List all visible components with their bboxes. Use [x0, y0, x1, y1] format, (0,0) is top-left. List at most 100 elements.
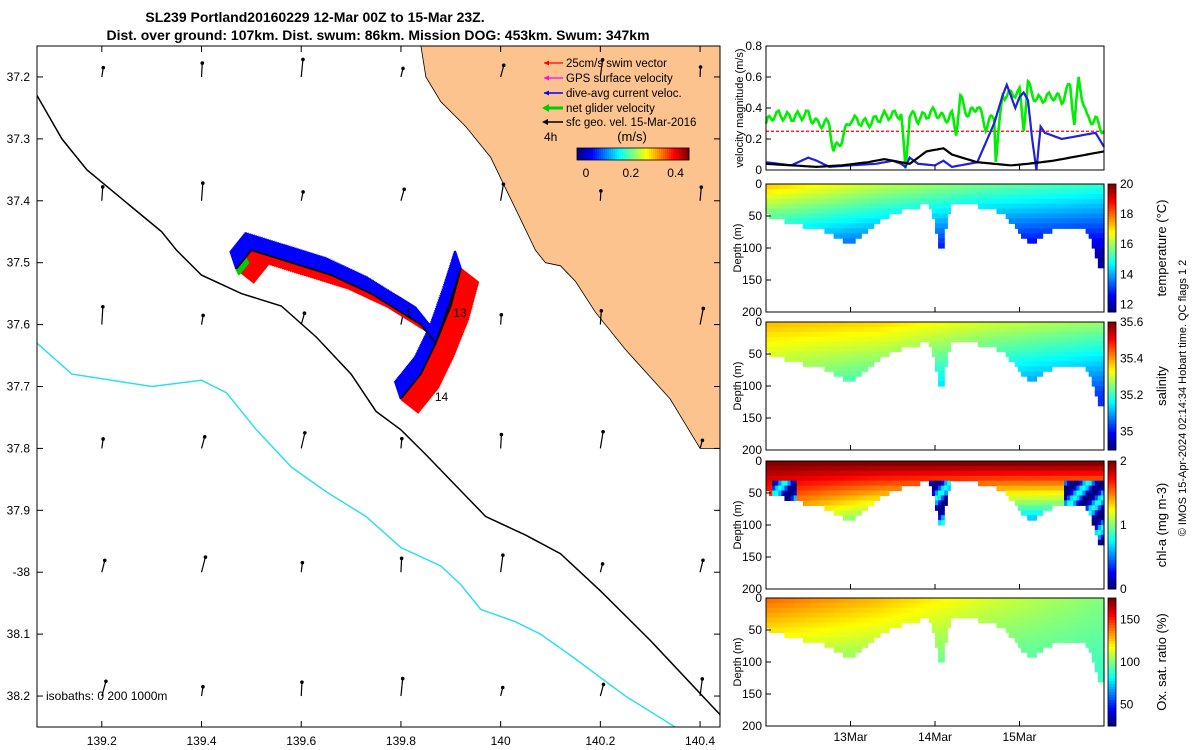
section-cell — [1070, 184, 1074, 190]
section-cell — [876, 331, 881, 338]
section-cell — [858, 351, 862, 358]
section-cell — [895, 485, 899, 492]
section-cell — [830, 617, 835, 624]
section-cell — [852, 617, 856, 624]
section-cell — [855, 341, 859, 348]
section-cell — [1079, 361, 1084, 367]
section-cell — [1088, 617, 1093, 624]
section-cell — [913, 331, 918, 338]
section-cell — [861, 617, 865, 624]
section-cell — [873, 598, 878, 604]
section-cell — [833, 184, 838, 190]
section-cell — [790, 346, 795, 353]
section-cell — [931, 208, 936, 215]
section-cell — [941, 607, 945, 614]
section-cell — [827, 193, 832, 200]
section-cell — [1048, 637, 1053, 643]
section-cell — [885, 607, 890, 614]
section-cell — [858, 480, 862, 487]
colorbar-cell — [649, 148, 652, 160]
section-cell — [1036, 470, 1041, 477]
section-cell — [778, 475, 782, 482]
section-cell — [1008, 218, 1013, 224]
section-cell — [1051, 490, 1056, 497]
section-cell — [1091, 500, 1096, 506]
section-cell — [1076, 356, 1081, 362]
section-cell — [888, 326, 893, 333]
section-cell — [1067, 198, 1071, 205]
section-colorbar-cell — [1108, 514, 1116, 518]
section-cell — [796, 322, 801, 328]
colorbar-cell — [639, 148, 642, 160]
section-cell — [1054, 188, 1059, 195]
section-cell — [901, 607, 905, 614]
section-cell — [867, 500, 872, 506]
swim-vector — [406, 390, 426, 407]
section-cell — [861, 208, 865, 215]
section-cell — [904, 598, 908, 604]
section-cell — [1036, 203, 1041, 210]
section-cell — [1011, 612, 1016, 619]
section-cell — [1097, 470, 1102, 477]
section-cell — [1060, 627, 1065, 634]
section-cell — [848, 617, 853, 624]
swim-vector — [419, 374, 439, 391]
section-cell — [842, 203, 847, 210]
section-cell — [812, 346, 816, 353]
section-cell — [852, 622, 856, 629]
section-cell — [1008, 485, 1013, 492]
section-cell — [867, 361, 872, 367]
section-cell — [1085, 622, 1090, 629]
section-cell — [904, 607, 908, 614]
section-cell — [861, 346, 865, 353]
section-cell — [1076, 598, 1081, 604]
section-cell — [1067, 465, 1071, 472]
geo-arrow — [300, 432, 306, 449]
section-cell — [885, 612, 890, 619]
section-cell — [1091, 461, 1096, 467]
section-cell — [1011, 627, 1016, 634]
section-cell — [861, 336, 865, 343]
section-cell — [1021, 331, 1025, 338]
section-cell — [944, 617, 948, 624]
section-cell — [1002, 470, 1007, 477]
section-cell — [842, 627, 847, 634]
section-colorbar-cell — [1108, 226, 1116, 230]
section-cell — [944, 480, 948, 487]
section-cell — [815, 346, 819, 353]
section-cell — [839, 371, 844, 377]
section-cell — [1033, 607, 1037, 614]
section-cell — [842, 647, 847, 653]
section-cell — [787, 322, 792, 328]
section-cell — [867, 495, 872, 501]
section-cell — [1060, 465, 1065, 472]
section-cell — [842, 351, 847, 358]
section-cell — [1011, 351, 1016, 358]
section-cell — [815, 336, 819, 343]
section-cell — [796, 627, 801, 634]
section-cell — [790, 356, 795, 362]
colorbar-cell — [683, 148, 686, 160]
section-cell — [842, 480, 847, 487]
section-cell — [1011, 198, 1016, 205]
swim-vector — [438, 331, 459, 348]
section-cell — [1064, 198, 1068, 205]
swim-vector — [414, 380, 434, 397]
section-cell — [968, 461, 973, 467]
section-cell — [999, 461, 1004, 467]
section-cell — [938, 203, 942, 210]
section-cell — [1008, 617, 1013, 624]
section-cell — [769, 465, 773, 472]
section-cell — [1094, 371, 1099, 377]
section-cell — [1097, 465, 1102, 472]
section-cell — [873, 351, 878, 358]
section-cell — [1039, 336, 1044, 343]
section-cell — [827, 208, 832, 215]
section-cell — [1088, 188, 1093, 195]
section-cell — [996, 470, 1001, 477]
section-cell — [1036, 632, 1041, 638]
section-cell — [935, 475, 939, 482]
section-cell — [852, 223, 856, 229]
section-cell — [1011, 346, 1016, 353]
section-cell — [845, 500, 850, 506]
